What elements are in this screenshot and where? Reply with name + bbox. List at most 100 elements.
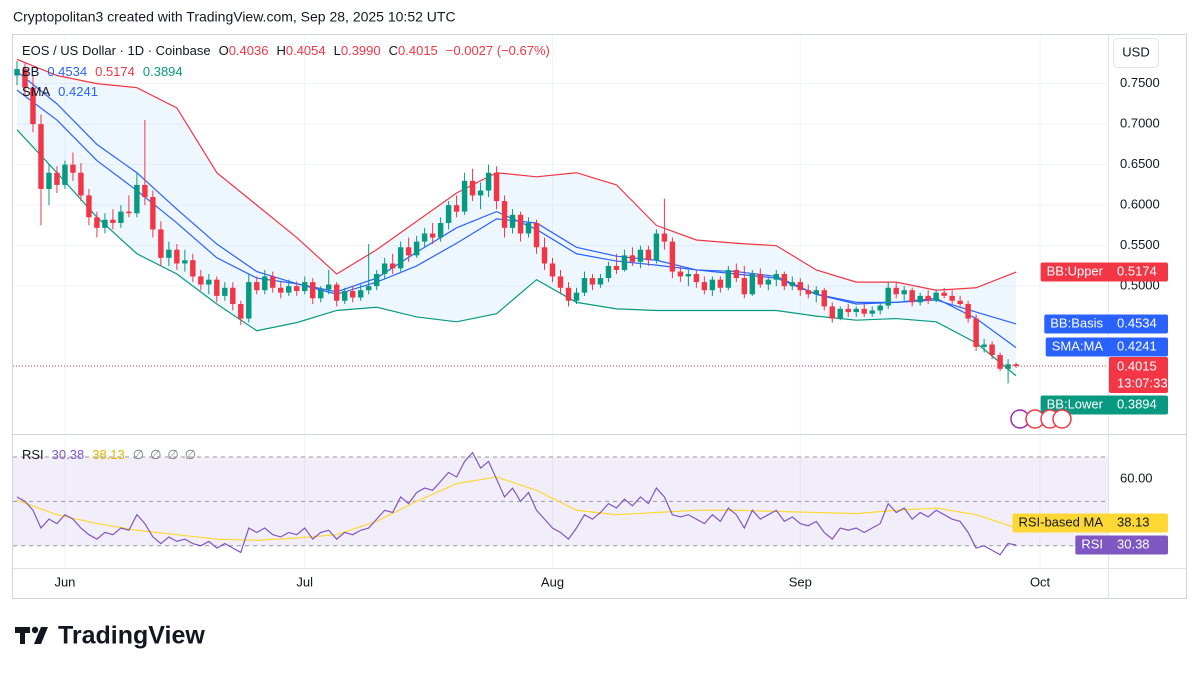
indicator-line [16,89,1017,349]
indicator-line [16,58,1017,291]
indicator-value: 38.13 [92,447,125,462]
ohlc-value: 0.4054 [286,43,326,58]
candle-body [254,282,260,291]
candle-body [46,172,52,189]
change: −0.0027 (−0.67%) [446,43,550,58]
ohlc-value: 0.4015 [398,43,438,58]
candle-body [941,292,947,296]
indicator-value: 30.38 [52,447,85,462]
candle-body [389,263,396,269]
candle-body [605,265,612,279]
candle-body [653,233,660,261]
candle-body [14,69,20,76]
ohlc-key: H [276,43,285,58]
candle-body [373,274,380,287]
ohlc-value: 0.4036 [229,43,269,58]
legend-rsi: RSI 30.38 38.13 ∅ ∅ ∅ ∅ [22,447,196,462]
candle-body [270,276,276,288]
indicator-value: 0.3894 [143,64,183,79]
rsi-ma-line [16,476,1017,541]
currency-box[interactable] [1113,38,1159,68]
scale-tag-value: 0.4241 [1117,338,1157,353]
candle-body [693,274,700,283]
x-tick-label: Oct [1030,574,1051,589]
candle-body [493,172,500,202]
candle-body [461,180,468,212]
currency[interactable]: USD [1122,44,1149,59]
legend-ohlc: EOS / US Dollar · 1D · Coinbase O0.4036 H0… [22,43,550,58]
ohlc-key: O [219,43,229,58]
indicator-line [16,129,1017,377]
candle-body [110,219,116,223]
candle-body [861,308,867,314]
scale-tag [1044,314,1168,334]
indicator-value: ∅ [185,447,196,462]
candle-body [214,279,220,296]
candle-body [381,263,388,275]
candle-body [613,265,620,270]
candle-body [725,269,732,288]
price-tag-value: 0.4015 [1117,358,1157,373]
candle-body [757,274,764,285]
candle-body [717,279,724,288]
candle-body [845,308,851,313]
candle-body [22,69,28,88]
indicator-value: 0.4534 [47,64,87,79]
ohlc-key: L [334,43,341,58]
candle-body [150,197,156,230]
candle-body [885,287,891,306]
legend-sma: SMA 0.4241 [22,84,98,99]
candle-body [134,184,140,214]
candle-body [677,271,684,277]
candle-body [989,344,995,356]
candle-body [821,290,827,307]
rsi-tick-label: 60.00 [1120,471,1153,486]
scale-tag-value: 0.3894 [1117,396,1157,411]
indicator-name: SMA [22,84,51,99]
scale-tag [1012,513,1168,533]
scale-tag [1075,535,1168,555]
candle-body [30,87,36,125]
candle-body [94,217,100,228]
scale-tag-name: BB:Basis [1050,315,1103,330]
candle-body [509,214,516,228]
scale-tag [1040,262,1168,282]
candle-body [333,284,340,301]
candle-body [365,286,372,291]
candle-body [501,201,508,228]
candle-body [206,279,212,285]
y-tick-label: 0.7500 [1120,75,1160,90]
candle-body [853,308,859,313]
candle-body [573,292,580,301]
candle-body [310,282,316,299]
candle-body [685,274,692,277]
indicator-value: 0.5174 [95,64,135,79]
scale-tag-value: 30.38 [1117,536,1150,551]
candle-body [565,287,572,301]
candle-body [230,287,236,304]
candle-body [453,205,460,212]
candle-body [813,290,819,295]
candle-body [158,229,164,258]
candle-body [733,269,740,279]
candle-body [78,172,84,196]
candle-body [741,278,748,295]
indicator-value: ∅ [150,447,161,462]
candle-body [38,124,44,189]
ohlc-key: C [389,43,398,58]
candle-body [70,164,76,173]
scale-tag-name: SMA:MA [1052,338,1104,353]
legend-bb: BB 0.4534 0.5174 0.3894 [22,64,183,79]
candle-body [445,205,452,223]
event-icon[interactable] [1052,409,1072,429]
candle-body [62,164,68,185]
candle-body [893,287,899,295]
scale-tag-value: 0.4534 [1117,315,1157,330]
x-tick-label: Jul [296,574,313,589]
event-icons[interactable] [1010,409,1072,429]
candle-body [829,306,835,319]
candle-body [877,305,883,311]
candle-body [222,287,228,296]
ohlc-value: 0.3990 [341,43,381,58]
